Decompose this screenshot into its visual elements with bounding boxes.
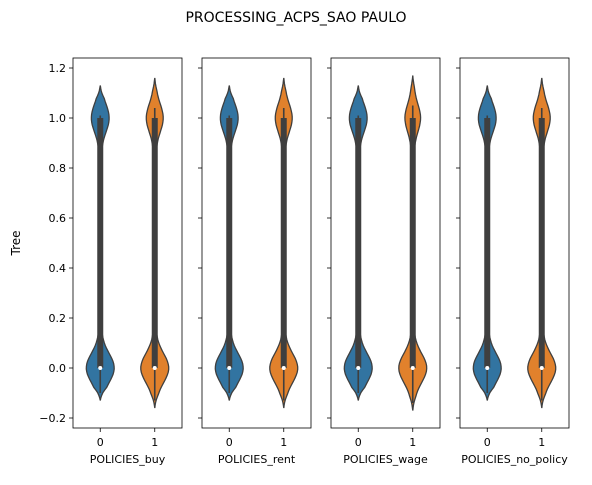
chart-title: PROCESSING_ACPS_SAO PAULO <box>185 10 406 26</box>
iqr-box-1 <box>280 118 287 368</box>
panel-3: 0 1 POLICIES_wage <box>327 57 441 466</box>
iqr-box-0 <box>226 118 233 368</box>
x-axis-label: POLICIES_buy <box>90 453 166 466</box>
y-axis-label: Tree <box>9 230 23 256</box>
median-marker-1 <box>281 366 286 370</box>
iqr-box-0 <box>355 118 362 368</box>
panel-1: 0 1 −0.2 0.0 0.2 0.4 0.6 0.8 1.0 1.2 POLICIES_buy <box>39 57 183 466</box>
y-tick-label: 0.6 <box>49 212 67 225</box>
panel-4: 0 1 POLICIES_no_policy <box>456 57 570 466</box>
x-tick-label-0: 0 <box>355 436 362 449</box>
axes-frame <box>72 57 183 429</box>
axes-frame <box>330 57 441 429</box>
x-tick-label-1: 1 <box>280 436 287 449</box>
median-marker-1 <box>410 366 415 370</box>
iqr-box-0 <box>97 118 104 368</box>
median-marker-1 <box>152 366 157 370</box>
median-marker-1 <box>539 366 544 370</box>
iqr-box-1 <box>409 118 416 368</box>
median-marker-0 <box>227 366 232 370</box>
iqr-box-1 <box>151 118 158 368</box>
iqr-box-0 <box>484 118 491 368</box>
x-tick-label-0: 0 <box>97 436 104 449</box>
x-tick-label-0: 0 <box>226 436 233 449</box>
y-tick-label: −0.2 <box>39 412 66 425</box>
x-tick-label-0: 0 <box>484 436 491 449</box>
x-axis-label: POLICIES_rent <box>218 453 296 466</box>
panels-group: 0 1−0.20.00.20.40.60.81.01.2POLICIES_buy0… <box>39 57 570 466</box>
y-tick-label: 1.2 <box>49 62 67 75</box>
median-marker-0 <box>356 366 361 370</box>
median-marker-0 <box>485 366 490 370</box>
median-marker-0 <box>98 366 103 370</box>
iqr-box-1 <box>538 118 545 368</box>
axes-frame <box>201 57 312 429</box>
x-tick-label-1: 1 <box>151 436 158 449</box>
y-tick-label: 1.0 <box>49 112 67 125</box>
x-tick-label-1: 1 <box>409 436 416 449</box>
x-tick-label-1: 1 <box>538 436 545 449</box>
panel-2: 0 1 POLICIES_rent <box>198 57 312 466</box>
axes-frame <box>459 57 570 429</box>
x-axis-label: POLICIES_wage <box>343 453 428 466</box>
y-tick-label: 0.2 <box>49 312 67 325</box>
x-axis-label: POLICIES_no_policy <box>461 453 568 466</box>
y-tick-label: 0.4 <box>49 262 67 275</box>
y-tick-label: 0.0 <box>49 362 67 375</box>
y-tick-label: 0.8 <box>49 162 67 175</box>
